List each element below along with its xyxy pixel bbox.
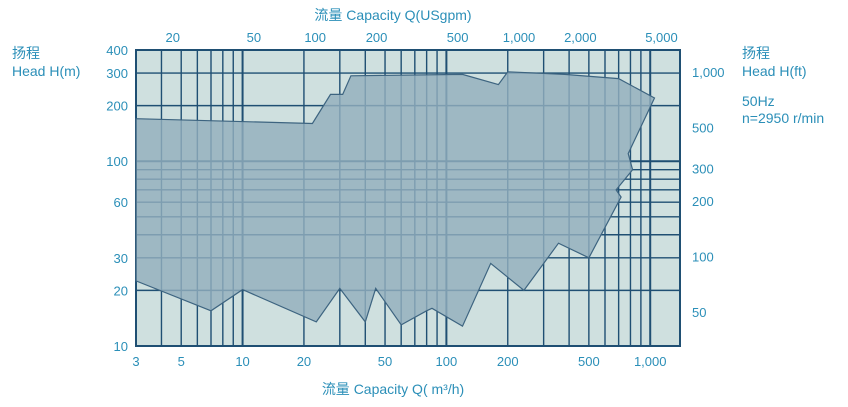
y-tick-label: 10: [114, 339, 128, 354]
y-tick-label: 20: [114, 283, 128, 298]
x-tick-label: 500: [578, 354, 600, 369]
right-axis-label-en: Head H(ft): [742, 63, 807, 79]
top-tick-label: 200: [366, 30, 388, 45]
y-tick-label: 60: [114, 195, 128, 210]
top-tick-label: 1,000: [503, 30, 536, 45]
right-tick-label: 50: [692, 305, 706, 320]
x-tick-label: 5: [178, 354, 185, 369]
x-tick-label: 50: [378, 354, 392, 369]
y-tick-label: 300: [106, 66, 128, 81]
x-tick-label: 20: [297, 354, 311, 369]
left-axis-label-zh: 扬程: [12, 45, 40, 61]
top-tick-label: 500: [447, 30, 469, 45]
top-axis-label: 流量 Capacity Q(USgpm): [314, 7, 471, 23]
coverage-envelope-area: [135, 71, 656, 328]
x-tick-label: 3: [132, 354, 139, 369]
right-tick-label: 300: [692, 161, 714, 176]
right-tick-label: 100: [692, 250, 714, 265]
top-tick-label: 2,000: [564, 30, 597, 45]
bottom-axis-label: 流量 Capacity Q( m³/h): [322, 381, 464, 397]
top-tick-label: 5,000: [645, 30, 678, 45]
y-tick-label: 30: [114, 251, 128, 266]
right-tick-label: 500: [692, 120, 714, 135]
x-tick-label: 10: [235, 354, 249, 369]
y-tick-label: 400: [106, 43, 128, 58]
y-tick-label: 200: [106, 99, 128, 114]
left-axis-label-en: Head H(m): [12, 63, 80, 79]
right-tick-label: 200: [692, 194, 714, 209]
x-tick-label: 100: [436, 354, 458, 369]
tick-labels: 3 5 10 20 50 100 200 500 1,000 20 50 100 200 500 1,000…: [106, 30, 724, 369]
right-axis-label-zh: 扬程: [742, 45, 770, 61]
top-tick-label: 50: [247, 30, 261, 45]
top-tick-label: 100: [304, 30, 326, 45]
x-tick-label: 1,000: [634, 354, 667, 369]
y-tick-label: 100: [106, 154, 128, 169]
top-tick-label: 20: [165, 30, 179, 45]
x-tick-label: 200: [497, 354, 519, 369]
speed-label: n=2950 r/min: [742, 110, 824, 126]
right-tick-label: 1,000: [692, 65, 725, 80]
frequency-label: 50Hz: [742, 93, 775, 109]
